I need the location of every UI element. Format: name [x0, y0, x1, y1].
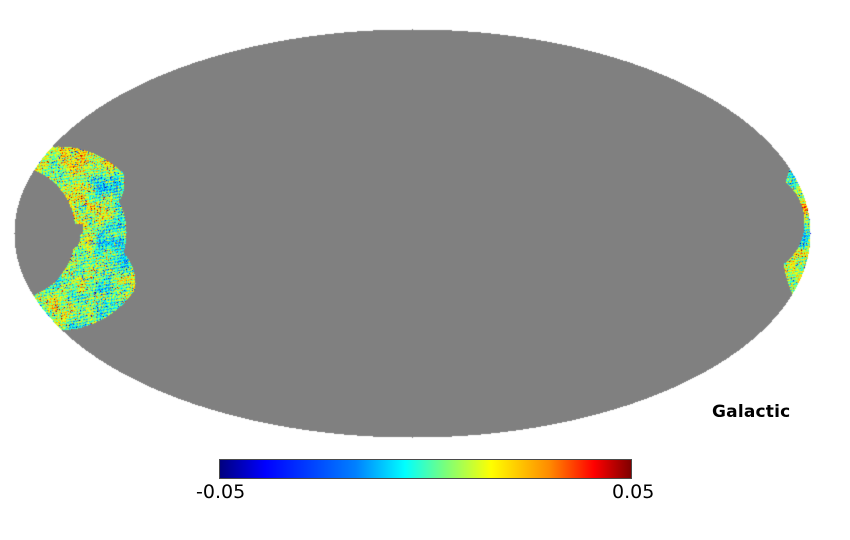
colorbar[interactable] [219, 459, 632, 479]
colorbar-gradient [219, 459, 632, 479]
colorbar-max-label: 0.05 [612, 481, 655, 503]
coordinate-system-label: Galactic [712, 402, 791, 422]
colorbar-min-label: -0.05 [196, 481, 246, 503]
